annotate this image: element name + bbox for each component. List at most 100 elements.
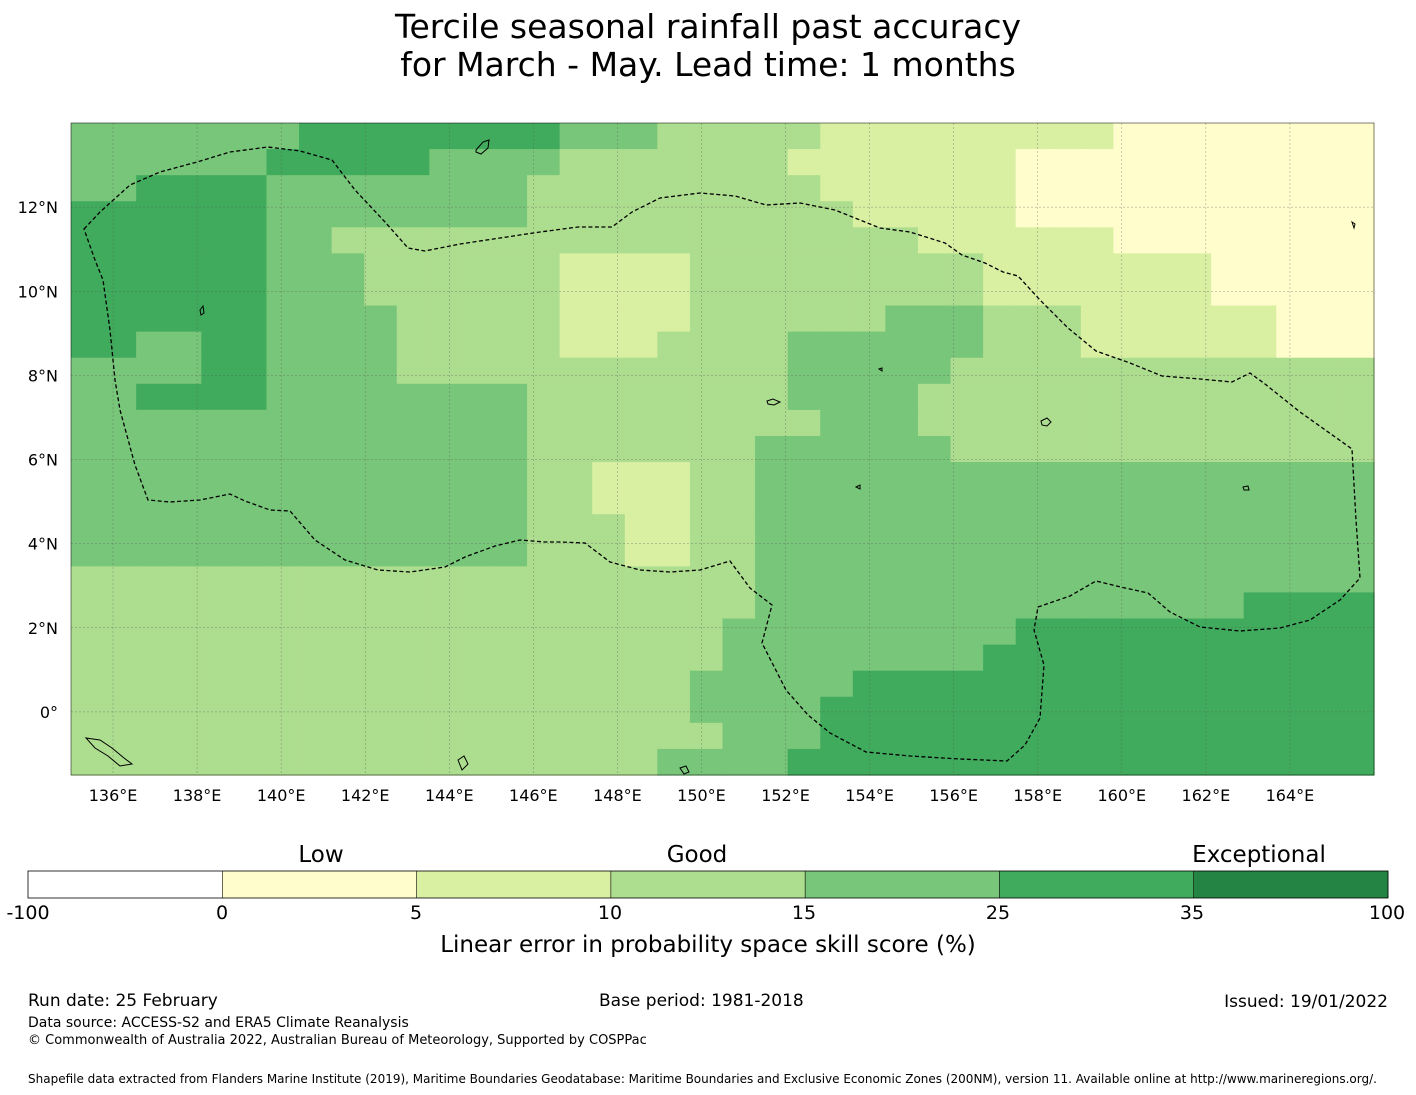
longitude-axis: 136°E 138°E 140°E 142°E 144°E 146°E 148°E 150°E… — [89, 786, 1315, 805]
grid-cell — [1145, 409, 1180, 437]
grid-cell — [1276, 644, 1310, 672]
grid-cell — [722, 514, 756, 541]
grid-cell — [1243, 149, 1277, 176]
grid-cell — [1178, 670, 1212, 698]
grid-cell — [1276, 149, 1310, 176]
grid-cell — [983, 748, 1017, 776]
grid-cell — [168, 566, 202, 594]
grid-cell — [136, 253, 170, 281]
grid-cell — [527, 123, 561, 150]
colorbar-segment — [1193, 871, 1389, 898]
grid-cell — [559, 305, 593, 333]
grid-cell — [396, 696, 430, 724]
longitude-tick-label: 152°E — [761, 786, 810, 805]
grid-cell — [559, 331, 593, 359]
grid-cell — [331, 253, 365, 281]
grid-cell — [592, 305, 626, 333]
grid-cell — [657, 748, 691, 776]
grid-cell — [1211, 305, 1245, 333]
grid-cell — [1243, 435, 1277, 463]
grid-cell — [657, 566, 691, 594]
grid-cell — [1276, 305, 1310, 333]
grid-cell — [983, 253, 1017, 281]
grid-cell — [299, 331, 333, 359]
grid-cell — [201, 748, 235, 776]
grid-cell — [983, 357, 1017, 385]
grid-cell — [1015, 305, 1049, 333]
grid-cell — [624, 149, 658, 176]
grid-cell — [787, 592, 821, 620]
grid-cell — [1015, 409, 1049, 437]
grid-cell — [755, 201, 789, 228]
grid-cell — [1341, 409, 1375, 437]
grid-cell — [722, 722, 756, 750]
grid-cell — [1308, 123, 1343, 150]
grid-cell — [1080, 331, 1115, 359]
grid-cell — [429, 696, 463, 724]
grid-cell — [168, 409, 202, 437]
grid-cell — [983, 175, 1017, 202]
grid-cell — [136, 670, 170, 698]
grid-cell — [592, 227, 626, 254]
grid-cell — [1211, 748, 1245, 776]
grid-cell — [820, 618, 854, 646]
grid-cell — [917, 748, 952, 776]
grid-cell — [722, 149, 756, 176]
grid-cell — [331, 592, 365, 620]
grid-cell — [1145, 462, 1180, 489]
grid-cell — [364, 409, 398, 437]
grid-cell — [527, 696, 561, 724]
grid-cell — [461, 644, 496, 672]
grid-cell — [136, 462, 170, 489]
grid-cell — [527, 618, 561, 646]
grid-cell — [299, 227, 333, 254]
grid-cell — [624, 123, 658, 150]
grid-cell — [1178, 227, 1212, 254]
colorbar-segment — [805, 871, 1000, 898]
grid-cell — [657, 592, 691, 620]
grid-cell — [1178, 305, 1212, 333]
grid-cell — [1308, 540, 1343, 567]
grid-cell — [494, 488, 528, 515]
grid-cell — [168, 540, 202, 567]
grid-cell — [1080, 227, 1115, 254]
grid-cell — [1113, 383, 1147, 411]
grid-cell — [722, 227, 756, 254]
grid-cell — [461, 488, 496, 515]
grid-cell — [885, 618, 919, 646]
grid-cell — [787, 435, 821, 463]
grid-cell — [1308, 670, 1343, 698]
grid-cell — [755, 462, 789, 489]
grid-cell — [1243, 123, 1277, 150]
grid-cell — [168, 175, 202, 202]
grid-cell — [331, 175, 365, 202]
grid-cell — [559, 696, 593, 724]
grid-cell — [233, 175, 268, 202]
grid-cell — [1080, 253, 1115, 281]
grid-cell — [364, 279, 398, 307]
grid-cell — [787, 331, 821, 359]
grid-cell — [103, 357, 137, 385]
grid-cell — [201, 566, 235, 594]
grid-cell — [103, 331, 137, 359]
grid-cell — [527, 462, 561, 489]
grid-cell — [201, 253, 235, 281]
grid-cell — [1113, 357, 1147, 385]
grid-cell — [429, 331, 463, 359]
grid-cell — [1211, 644, 1245, 672]
grid-cell — [494, 696, 528, 724]
grid-cell — [1178, 748, 1212, 776]
grid-cell — [461, 722, 496, 750]
grid-cell — [1243, 670, 1277, 698]
grid-cell — [559, 409, 593, 437]
grid-cell — [722, 279, 756, 307]
grid-cell — [364, 618, 398, 646]
grid-cell — [71, 514, 105, 541]
longitude-tick-label: 136°E — [89, 786, 138, 805]
grid-cell — [201, 488, 235, 515]
grid-cell — [787, 175, 821, 202]
grid-cell — [1308, 435, 1343, 463]
grid-cell — [722, 644, 756, 672]
grid-cell — [1145, 435, 1180, 463]
grid-cell — [689, 488, 724, 515]
